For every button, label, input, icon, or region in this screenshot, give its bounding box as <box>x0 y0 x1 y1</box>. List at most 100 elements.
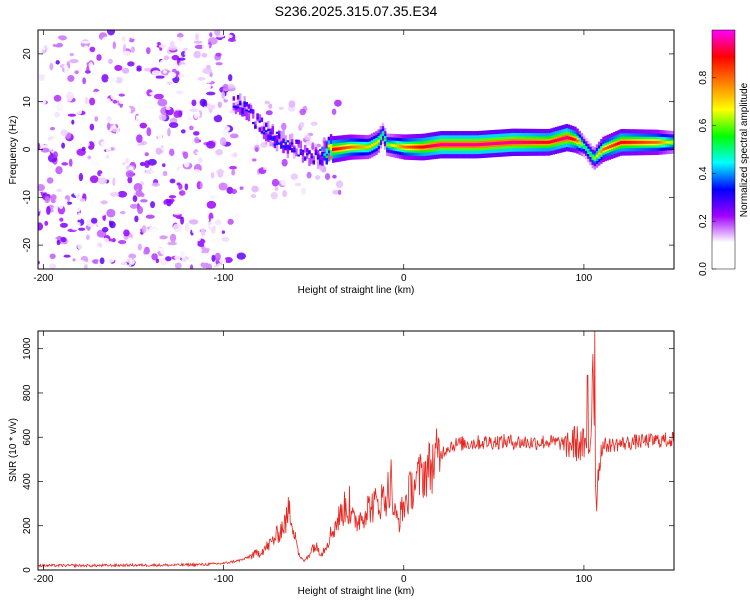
ridge-cell <box>554 138 558 143</box>
noise-blob <box>214 252 221 262</box>
noise-blob <box>97 80 104 90</box>
noise-blob <box>95 164 102 169</box>
noise-blob <box>187 66 194 72</box>
noise-blob <box>130 203 138 209</box>
ridge-cell <box>316 157 320 160</box>
ridge-cell <box>239 102 242 105</box>
noise-blob <box>170 99 180 107</box>
noise-blob <box>254 147 259 153</box>
colorbar-label: Normalized spectral amplitude <box>739 82 750 217</box>
noise-blob <box>143 249 147 255</box>
noise-blob <box>222 83 229 90</box>
ridge-cell <box>260 131 264 134</box>
noise-blob <box>268 103 273 109</box>
ridge-cell <box>288 134 292 148</box>
ridge-cell <box>422 145 426 149</box>
ridge-cell <box>597 152 601 156</box>
noise-blob <box>38 183 46 192</box>
noise-blob <box>110 93 121 101</box>
ridge-cell <box>448 143 452 147</box>
noise-blob <box>280 122 287 131</box>
noise-blob <box>83 45 89 51</box>
ridge-cell <box>273 135 277 141</box>
noise-blob <box>270 191 278 200</box>
noise-blob <box>157 98 168 107</box>
noise-blob <box>133 182 143 192</box>
ridge-cell <box>342 146 346 150</box>
ridge-cell <box>375 141 378 145</box>
noise-blob <box>67 148 71 153</box>
noise-blob <box>173 211 181 215</box>
noise-blob <box>49 62 54 71</box>
noise-blob <box>162 49 167 56</box>
noise-blob <box>158 113 167 121</box>
noise-blob <box>39 151 45 160</box>
ridge-cell <box>617 141 620 145</box>
ridge-cell <box>284 135 287 149</box>
noise-blob <box>146 104 157 109</box>
ridge-cell <box>619 140 623 144</box>
ridge-cell <box>351 145 354 149</box>
noise-blob <box>239 186 244 190</box>
noise-blob <box>50 194 57 204</box>
ridge-cell <box>589 153 592 156</box>
noise-blob <box>118 261 128 269</box>
ridge-cell <box>658 140 661 144</box>
noise-blob <box>189 245 194 250</box>
noise-blob <box>217 101 223 108</box>
noise-blob <box>146 47 151 55</box>
noise-blob <box>186 257 197 263</box>
noise-blob <box>151 70 161 76</box>
noise-blob <box>142 174 148 183</box>
noise-blob <box>101 226 109 233</box>
noise-blob <box>61 142 65 149</box>
noise-blob <box>168 30 175 34</box>
ridge-cell <box>621 140 625 144</box>
noise-blob <box>188 125 194 131</box>
noise-blob <box>150 188 159 198</box>
noise-blob <box>128 253 137 259</box>
ridge-cell <box>433 143 437 148</box>
noise-blob <box>171 251 181 256</box>
ridge-cell <box>239 106 242 115</box>
noise-blob <box>54 111 60 118</box>
noise-blob <box>212 99 217 104</box>
noise-blob <box>161 238 169 244</box>
ridge-cell <box>379 135 383 139</box>
noise-blob <box>211 226 216 234</box>
noise-blob <box>57 83 66 88</box>
ridge-cell <box>492 142 495 146</box>
noise-blob <box>176 182 181 186</box>
noise-blob <box>244 128 253 135</box>
ridge-cell <box>509 140 512 145</box>
noise-blob <box>314 175 321 180</box>
noise-blob <box>179 121 183 128</box>
noise-blob <box>178 57 186 61</box>
noise-blob <box>69 52 74 57</box>
noise-blob <box>46 205 51 215</box>
noise-blob <box>202 67 213 75</box>
noise-blob <box>250 194 257 199</box>
noise-blob <box>182 47 189 51</box>
noise-blob <box>178 190 186 196</box>
noise-blob <box>42 123 52 128</box>
ridge-cell <box>425 145 428 149</box>
ridge-cell <box>381 132 385 135</box>
top-x-tick-label: 0 <box>401 273 407 284</box>
bottom-y-tick-label: 1000 <box>22 337 33 360</box>
ridge-cell <box>334 147 337 151</box>
noise-blob <box>68 158 73 167</box>
noise-blob <box>139 122 148 129</box>
ridge-cell <box>634 140 638 144</box>
noise-blob <box>221 236 230 242</box>
noise-blob <box>208 109 213 114</box>
noise-blob <box>209 32 213 37</box>
noise-blob <box>167 71 177 79</box>
ridge-cell <box>295 148 298 157</box>
noise-blob <box>159 235 168 240</box>
noise-blob <box>188 252 197 256</box>
noise-blob <box>227 38 237 43</box>
top-y-tick-label: 20 <box>22 48 33 60</box>
noise-blob <box>169 178 176 184</box>
noise-blob <box>225 117 230 124</box>
